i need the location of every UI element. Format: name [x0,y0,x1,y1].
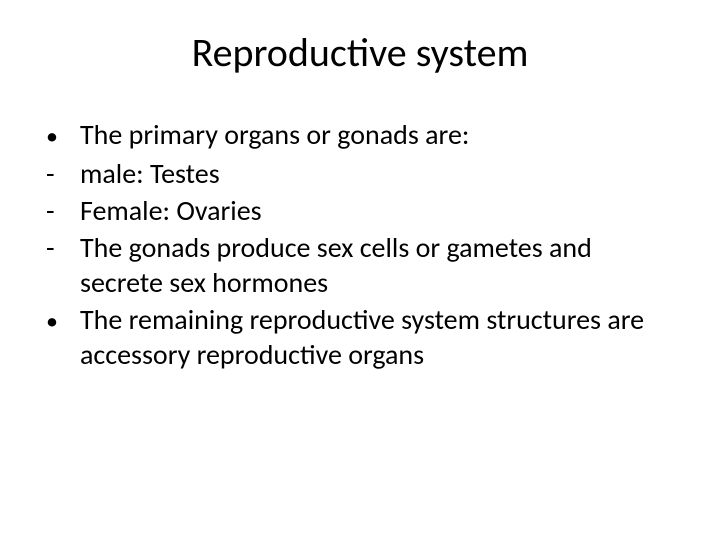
slide: Reproductive system The primary organs o… [0,0,720,540]
list-item: The primary organs or gonads are: [40,117,680,154]
list-item-text: The primary organs or gonads are: [80,117,680,152]
bullet-icon [40,302,80,339]
list-item: The gonads produce sex cells or gametes … [40,230,680,300]
list-item: male: Testes [40,156,680,191]
dash-icon [40,230,80,265]
list-item: Female: Ovaries [40,193,680,228]
slide-body: The primary organs or gonads are: male: … [0,87,720,372]
list-item-text: male: Testes [80,156,680,191]
slide-title: Reproductive system [0,0,720,87]
bullet-icon [40,117,80,154]
list-item-text: The gonads produce sex cells or gametes … [80,230,680,300]
list-item-text: Female: Ovaries [80,193,680,228]
list-item-text: The remaining reproductive system struct… [80,302,680,372]
dash-icon [40,156,80,191]
list-item: The remaining reproductive system struct… [40,302,680,372]
dash-icon [40,193,80,228]
